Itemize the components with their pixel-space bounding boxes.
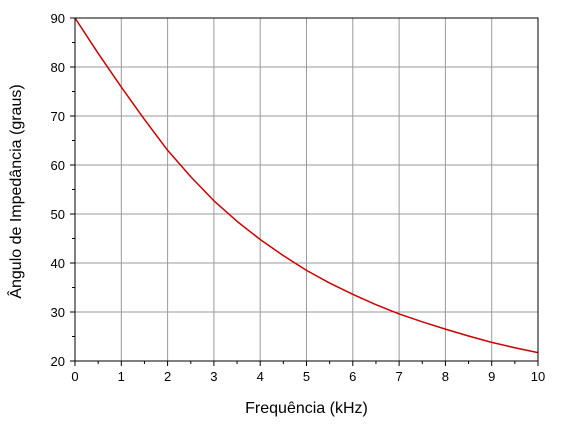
grid-lines — [74, 17, 539, 362]
plot-frame — [74, 17, 539, 362]
x-tick-label: 3 — [210, 369, 217, 384]
x-tick-label: 5 — [303, 369, 310, 384]
x-tick-label: 9 — [488, 369, 495, 384]
y-tick-label: 90 — [51, 11, 65, 26]
x-tick-label: 6 — [349, 369, 356, 384]
y-axis-title: Ângulo de Impedância (graus) — [6, 84, 25, 298]
y-tick-label: 20 — [51, 354, 65, 369]
y-tick-label: 60 — [51, 158, 65, 173]
minor-ticks — [70, 17, 539, 366]
x-tick-label: 7 — [395, 369, 402, 384]
x-tick-label: 0 — [71, 369, 78, 384]
y-tick-label: 30 — [51, 305, 65, 320]
x-tick-labels: 0 1 2 3 4 5 6 7 8 9 10 — [71, 369, 545, 384]
x-tick-label: 8 — [442, 369, 449, 384]
x-axis-title: Frequência (kHz) — [245, 400, 368, 417]
x-tick-label: 4 — [257, 369, 264, 384]
y-tick-label: 70 — [51, 109, 65, 124]
y-tick-labels: 20 30 40 50 60 70 80 90 — [51, 11, 65, 369]
x-tick-label: 2 — [164, 369, 171, 384]
y-tick-label: 50 — [51, 207, 65, 222]
series-line — [74, 17, 539, 354]
y-tick-label: 80 — [51, 60, 65, 75]
x-tick-label: 1 — [118, 369, 125, 384]
x-tick-label: 10 — [531, 369, 545, 384]
y-tick-label: 40 — [51, 256, 65, 271]
series-group — [74, 17, 539, 354]
